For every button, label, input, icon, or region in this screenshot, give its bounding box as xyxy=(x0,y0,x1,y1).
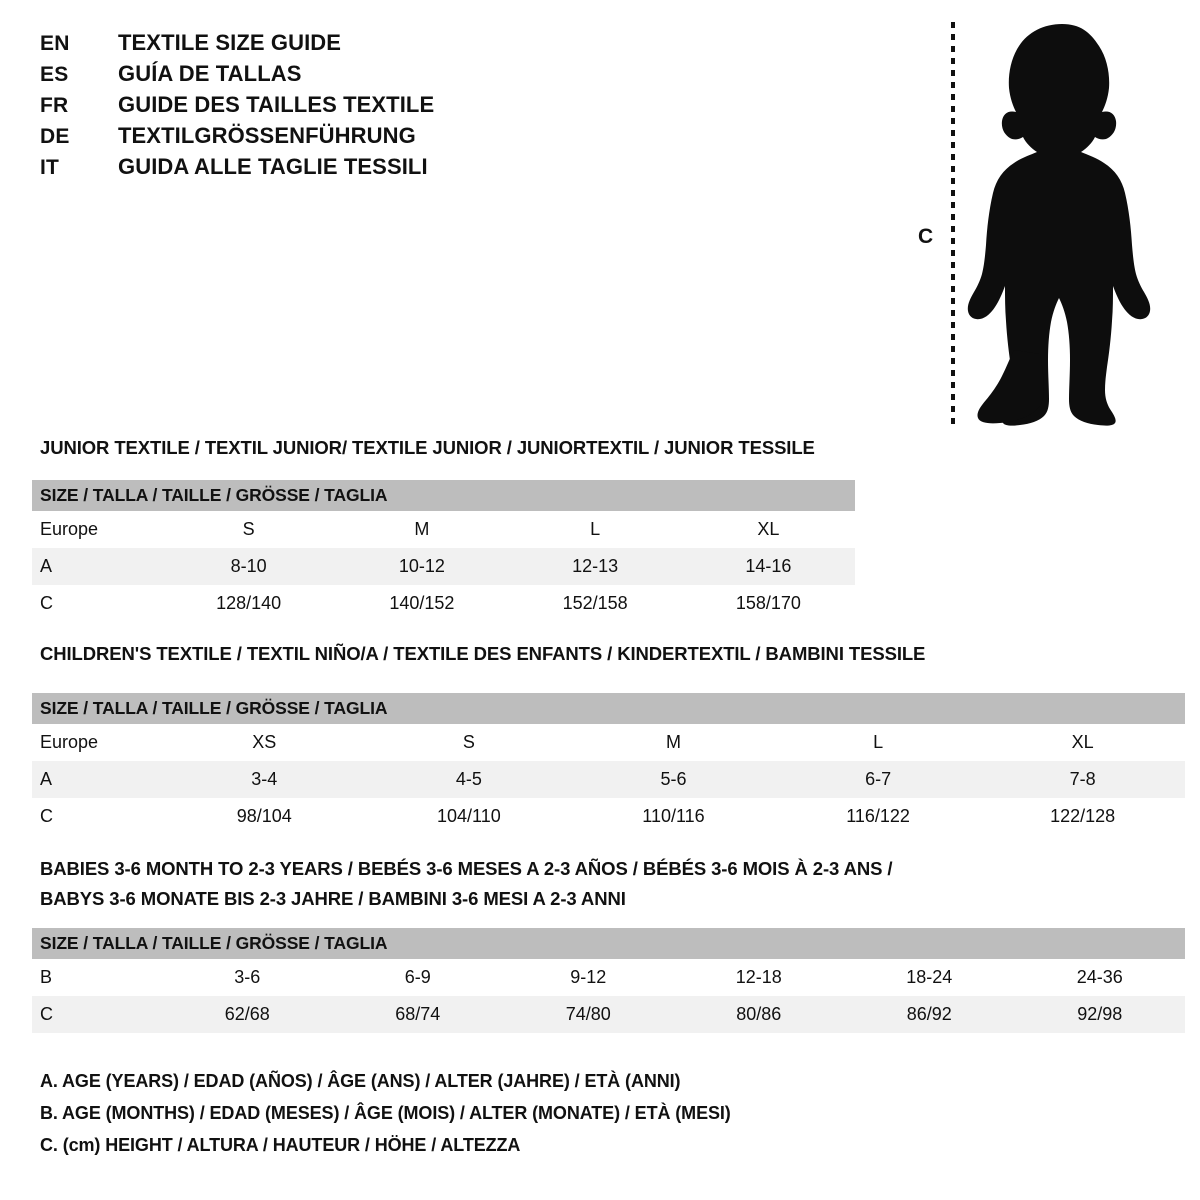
children-table-band: SIZE / TALLA / TAILLE / GRÖSSE / TAGLIA xyxy=(32,693,1185,724)
table-cell: M xyxy=(665,732,681,752)
row-label: Europe xyxy=(40,519,99,539)
row-label: C xyxy=(40,1004,53,1024)
table-cell: 6-9 xyxy=(404,967,431,987)
table-cell: 6-7 xyxy=(865,769,892,789)
language-code: FR xyxy=(40,94,69,117)
table-cell: 7-8 xyxy=(1069,769,1096,789)
table-cell: S xyxy=(462,732,475,752)
language-code: EN xyxy=(40,32,70,55)
table-cell: 152/158 xyxy=(562,593,628,613)
table-cell: 158/170 xyxy=(735,593,801,613)
table-cell: 4-5 xyxy=(455,769,482,789)
table-row: A 3-4 4-5 5-6 6-7 7-8 xyxy=(32,761,1185,798)
height-marker-label: C xyxy=(918,225,934,248)
table-cell: M xyxy=(414,519,430,539)
language-code: DE xyxy=(40,125,70,148)
table-cell: 98/104 xyxy=(236,806,292,826)
language-title: GUÍA DE TALLAS xyxy=(118,61,302,86)
language-row-it: IT GUIDA ALLE TAGLIE TESSILI xyxy=(40,154,600,185)
table-cell: 74/80 xyxy=(565,1004,611,1024)
language-row-en: EN TEXTILE SIZE GUIDE xyxy=(40,30,600,61)
table-cell: S xyxy=(242,519,255,539)
row-label: C xyxy=(40,806,53,826)
language-row-es: ES GUÍA DE TALLAS xyxy=(40,61,600,92)
children-size-table: SIZE / TALLA / TAILLE / GRÖSSE / TAGLIA … xyxy=(32,693,1185,835)
table-row: C 128/140 140/152 152/158 158/170 xyxy=(32,585,855,622)
babies-band-label: SIZE / TALLA / TAILLE / GRÖSSE / TAGLIA xyxy=(40,933,388,953)
children-band-label: SIZE / TALLA / TAILLE / GRÖSSE / TAGLIA xyxy=(40,698,388,718)
table-cell: 10-12 xyxy=(398,556,445,576)
section-title-junior: JUNIOR TEXTILE / TEXTIL JUNIOR/ TEXTILE … xyxy=(40,437,815,458)
table-cell: 104/110 xyxy=(437,806,501,826)
section-title-children-post: / TEXTILE DES ENFANTS / KINDERTEXTIL / B… xyxy=(378,643,926,664)
table-row: C 62/68 68/74 74/80 80/86 86/92 92/98 xyxy=(32,996,1185,1033)
legend-line-b: B. AGE (MONTHS) / EDAD (MESES) / ÂGE (MO… xyxy=(40,1103,731,1123)
legend-line-c: C. (cm) HEIGHT / ALTURA / HAUTEUR / HÖHE… xyxy=(40,1135,521,1155)
section-title-babies-line1: BABIES 3-6 MONTH TO 2-3 YEARS / BEBÉS 3-… xyxy=(40,858,893,879)
junior-table-band: SIZE / TALLA / TAILLE / GRÖSSE / TAGLIA xyxy=(32,480,855,511)
table-cell: 3-6 xyxy=(234,967,261,987)
babies-table-band: SIZE / TALLA / TAILLE / GRÖSSE / TAGLIA xyxy=(32,928,1185,959)
table-cell: 12-13 xyxy=(572,556,619,576)
table-cell: 8-10 xyxy=(230,556,267,576)
table-cell: 128/140 xyxy=(216,593,282,613)
table-cell: 12-18 xyxy=(735,967,782,987)
table-row: Europe S M L XL xyxy=(32,511,855,548)
junior-size-table: SIZE / TALLA / TAILLE / GRÖSSE / TAGLIA … xyxy=(32,480,855,622)
legend-block: A. AGE (YEARS) / EDAD (AÑOS) / ÂGE (ANS)… xyxy=(40,1065,731,1161)
row-label: Europe xyxy=(40,732,99,752)
table-row: A 8-10 10-12 12-13 14-16 xyxy=(32,548,855,585)
section-title-children-sub: /A xyxy=(360,643,379,664)
table-cell: 110/116 xyxy=(642,806,705,826)
table-cell: L xyxy=(590,519,601,539)
junior-band-label: SIZE / TALLA / TAILLE / GRÖSSE / TAGLIA xyxy=(40,485,388,505)
section-title-children: CHILDREN'S TEXTILE / TEXTIL NIÑO/A / TEX… xyxy=(40,643,925,665)
table-cell: 116/122 xyxy=(846,806,910,826)
table-cell: 24-36 xyxy=(1076,967,1123,987)
language-row-fr: FR GUIDE DES TAILLES TEXTILE xyxy=(40,92,600,123)
row-label: B xyxy=(40,967,53,987)
table-cell: 18-24 xyxy=(906,967,953,987)
language-row-de: DE TEXTILGRÖSSENFÜHRUNG xyxy=(40,123,600,154)
table-cell: 14-16 xyxy=(745,556,792,576)
language-title: GUIDA ALLE TAGLIE TESSILI xyxy=(118,154,428,179)
language-title: GUIDE DES TAILLES TEXTILE xyxy=(118,92,435,117)
table-cell: 9-12 xyxy=(570,967,607,987)
table-cell: 140/152 xyxy=(389,593,455,613)
table-cell: 68/74 xyxy=(395,1004,441,1024)
section-title-children-pre: CHILDREN'S TEXTILE / TEXTIL NIÑO xyxy=(40,643,361,664)
table-cell: 3-4 xyxy=(251,769,278,789)
row-label: A xyxy=(40,556,53,576)
table-row: C 98/104 104/110 110/116 116/122 122/128 xyxy=(32,798,1185,835)
legend-line-a: A. AGE (YEARS) / EDAD (AÑOS) / ÂGE (ANS)… xyxy=(40,1071,681,1091)
language-title-block: EN TEXTILE SIZE GUIDE ES GUÍA DE TALLAS … xyxy=(40,30,600,185)
row-label: C xyxy=(40,593,53,613)
section-title-babies-line2: BABYS 3-6 MONATE BIS 2-3 JAHRE / BAMBINI… xyxy=(40,888,626,909)
table-cell: 122/128 xyxy=(1050,806,1116,826)
table-cell: 86/92 xyxy=(906,1004,952,1024)
height-dashed-line-icon xyxy=(951,22,955,427)
height-measurement-figure: C xyxy=(900,10,1170,430)
table-cell: XL xyxy=(757,519,780,539)
child-silhouette-icon xyxy=(967,24,1151,426)
language-title: TEXTILGRÖSSENFÜHRUNG xyxy=(118,123,416,148)
table-cell: 80/86 xyxy=(736,1004,782,1024)
table-cell: L xyxy=(873,732,884,752)
table-cell: 5-6 xyxy=(660,769,687,789)
table-cell: XS xyxy=(252,732,277,752)
table-cell: 62/68 xyxy=(224,1004,270,1024)
language-code: IT xyxy=(40,156,60,179)
table-cell: 92/98 xyxy=(1077,1004,1123,1024)
table-row: B 3-6 6-9 9-12 12-18 18-24 24-36 xyxy=(32,959,1185,996)
babies-size-table: SIZE / TALLA / TAILLE / GRÖSSE / TAGLIA … xyxy=(32,928,1185,1033)
table-row: Europe XS S M L XL xyxy=(32,724,1185,761)
language-code: ES xyxy=(40,63,69,86)
table-cell: XL xyxy=(1071,732,1094,752)
language-title: TEXTILE SIZE GUIDE xyxy=(118,30,342,55)
row-label: A xyxy=(40,769,53,789)
